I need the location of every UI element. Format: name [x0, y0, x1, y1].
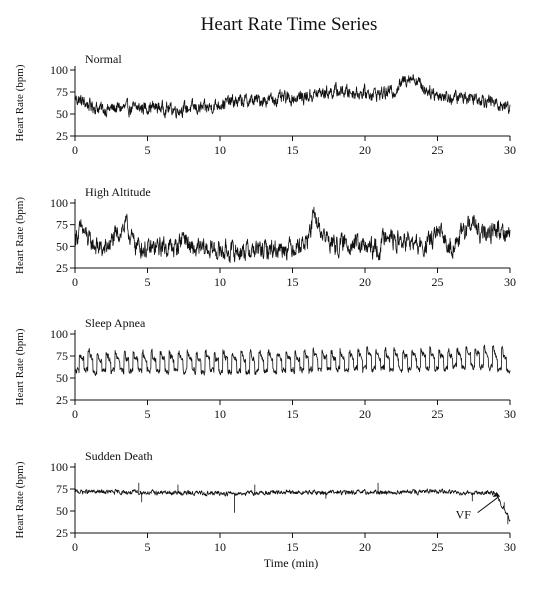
x-tick-label: 25 — [432, 540, 444, 554]
x-tick-label: 10 — [214, 143, 226, 157]
panel-3: Sudden Death Heart Rate (bpm) 25 50 75 100 0 5 1… — [14, 449, 516, 554]
x-tick-label: 20 — [359, 407, 371, 421]
annotation-arrow — [477, 495, 500, 513]
x-tick-label: 15 — [287, 143, 299, 157]
x-tick-label: 30 — [504, 143, 516, 157]
annotation-label: VF — [456, 508, 472, 522]
y-tick-label: 25 — [56, 261, 68, 275]
x-tick-label: 25 — [432, 275, 444, 289]
y-tick-label: 100 — [50, 327, 68, 341]
y-tick-label: 100 — [50, 460, 68, 474]
y-tick-label: 50 — [56, 107, 68, 121]
y-tick-label: 75 — [56, 218, 68, 232]
x-tick-label: 30 — [504, 540, 516, 554]
y-tick-label: 50 — [56, 371, 68, 385]
y-axis-label: Heart Rate (bpm) — [14, 328, 26, 405]
panel-title: High Altitude — [85, 185, 151, 199]
panel-title: Sudden Death — [85, 449, 153, 463]
x-tick-label: 0 — [72, 143, 78, 157]
x-tick-label: 10 — [214, 275, 226, 289]
x-tick-label: 0 — [72, 540, 78, 554]
y-axis-label: Heart Rate (bpm) — [14, 197, 26, 274]
x-tick-label: 5 — [145, 143, 151, 157]
panel-title: Normal — [85, 52, 122, 66]
annotation-arrowhead — [492, 492, 500, 498]
x-tick-label: 5 — [145, 407, 151, 421]
y-tick-label: 75 — [56, 482, 68, 496]
y-tick-label: 25 — [56, 526, 68, 540]
x-tick-label: 0 — [72, 275, 78, 289]
x-tick-label: 15 — [287, 407, 299, 421]
series-line — [74, 344, 511, 376]
series-line — [74, 206, 511, 264]
x-tick-label: 30 — [504, 407, 516, 421]
y-tick-label: 25 — [56, 393, 68, 407]
x-tick-label: 10 — [214, 540, 226, 554]
x-tick-label: 15 — [287, 540, 299, 554]
y-tick-label: 50 — [56, 239, 68, 253]
x-tick-label: 20 — [359, 275, 371, 289]
x-tick-label: 25 — [432, 143, 444, 157]
y-tick-label: 100 — [50, 196, 68, 210]
panel-title: Sleep Apnea — [85, 316, 146, 330]
x-tick-label: 30 — [504, 275, 516, 289]
x-tick-label: 15 — [287, 275, 299, 289]
panel-0: Normal Heart Rate (bpm) 25 50 75 100 0 5 10 15 20 2… — [14, 52, 516, 157]
y-tick-label: 100 — [50, 63, 68, 77]
series-line — [74, 74, 511, 119]
x-tick-label: 25 — [432, 407, 444, 421]
x-tick-label: 5 — [145, 540, 151, 554]
x-tick-label: 20 — [359, 143, 371, 157]
x-tick-label: 5 — [145, 275, 151, 289]
x-tick-label: 20 — [359, 540, 371, 554]
x-axis-label: Time (min) — [264, 556, 319, 570]
y-tick-label: 50 — [56, 504, 68, 518]
y-axis-label: Heart Rate (bpm) — [14, 64, 26, 141]
panel-2: Sleep Apnea Heart Rate (bpm) 25 50 75 100 0 5 10… — [14, 316, 516, 421]
y-tick-label: 25 — [56, 129, 68, 143]
x-tick-label: 0 — [72, 407, 78, 421]
x-tick-label: 10 — [214, 407, 226, 421]
y-tick-label: 75 — [56, 349, 68, 363]
y-axis-label: Heart Rate (bpm) — [14, 461, 26, 538]
panel-1: High Altitude Heart Rate (bpm) 25 50 75 100 0 5… — [14, 185, 516, 289]
y-tick-label: 75 — [56, 85, 68, 99]
series-line — [74, 488, 511, 522]
figure-title: Heart Rate Time Series — [201, 14, 378, 35]
